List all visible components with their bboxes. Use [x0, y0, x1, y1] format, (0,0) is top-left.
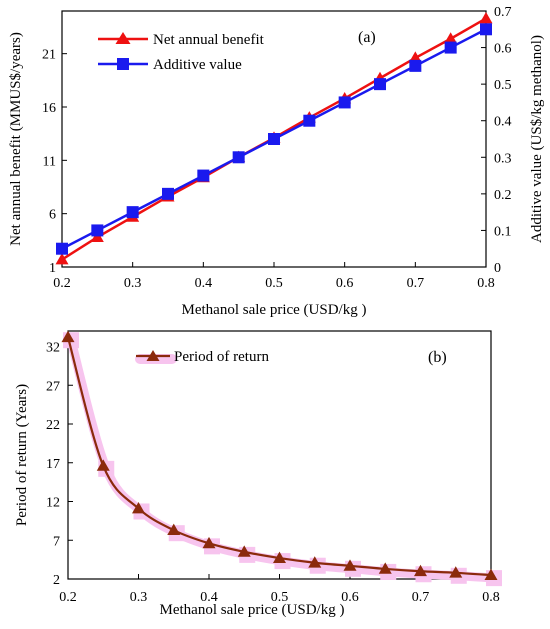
series-line-period-of-return [66, 336, 492, 577]
y-tick-label-a: 21 [42, 48, 56, 63]
data-point-additive-value [409, 59, 422, 72]
x-tick-label-b: 0.6 [341, 590, 359, 605]
y2-tick-label-a: 0.3 [494, 151, 512, 166]
x-tick-label-a: 0.4 [195, 276, 213, 291]
legend-triangle-marker [146, 350, 160, 361]
data-point-additive-value [232, 151, 245, 164]
x-axis-title-a: Methanol sale price (USD/kg ) [182, 302, 367, 318]
legend-label-period-of-return: Period of return [174, 349, 269, 365]
y-tick-label-b: 2 [53, 573, 60, 588]
x-tick-label-b: 0.5 [271, 590, 289, 605]
legend-square-marker [117, 58, 129, 70]
x-tick-label-a: 0.6 [336, 276, 354, 291]
series-group-a [55, 11, 493, 265]
data-point-period-of-return [273, 551, 286, 563]
series-shadow [66, 335, 499, 583]
data-point-additive-value [162, 187, 174, 200]
x-tick-label-a: 0.2 [53, 276, 71, 291]
data-point-net-annual-benefit [479, 11, 493, 24]
legend-label-net-annual-benefit: Net annual benefit [153, 32, 265, 48]
data-point-net-annual-benefit [444, 32, 458, 44]
data-point-additive-value [480, 23, 492, 36]
panel-label-a: (a) [358, 29, 376, 46]
y-tick-label-b: 22 [46, 418, 60, 433]
x-tick-label-b: 0.3 [130, 590, 148, 605]
data-point-additive-value [374, 78, 386, 91]
x-axis-title-b: Methanol sale price (USD/kg ) [160, 602, 345, 618]
data-point-period-of-return [343, 559, 357, 571]
y2-tick-label-a: 0.5 [494, 78, 512, 93]
data-point-additive-value [444, 41, 457, 54]
y2-tick-label-a: 0.2 [494, 188, 512, 203]
legend-triangle-marker [115, 32, 131, 44]
x-axis-b: 0.2 0.3 0.4 0.5 0.6 0.7 0.8 [59, 574, 500, 605]
y-axis-title-right-a: Additive value (US$/kg methanol) [529, 35, 545, 243]
y-tick-label-b: 7 [53, 534, 60, 549]
y-tick-label-a: 6 [49, 208, 56, 223]
data-point-period-of-return [61, 330, 75, 343]
data-point-period-of-return [484, 568, 498, 580]
y-tick-label-b: 12 [46, 496, 60, 511]
plot-area-b [67, 330, 492, 580]
series-group-b [61, 330, 502, 587]
panel-label-b: (b) [428, 349, 447, 366]
y2-tick-label-a: 0.1 [494, 224, 512, 239]
data-point-period-of-return [132, 501, 145, 514]
y2-tick-label-a: 0.6 [494, 42, 512, 57]
data-point-period-of-return [308, 556, 322, 568]
y2-tick-label-a: 0.7 [494, 5, 512, 20]
x-tick-label-a: 0.7 [407, 276, 425, 291]
data-point-additive-value [91, 224, 104, 237]
y-tick-label-b: 17 [46, 457, 60, 472]
legend-b: Period of return [135, 349, 269, 365]
data-point-additive-value [56, 242, 68, 255]
y-axis-title-left-a: Net annual benefit (MMUS$/years) [8, 32, 24, 246]
y2-tick-label-a: 0.4 [494, 115, 512, 130]
y-tick-label-b: 27 [46, 379, 60, 394]
x-tick-label-a: 0.5 [265, 276, 283, 291]
x-tick-label-b: 0.7 [412, 590, 430, 605]
y-tick-label-b: 32 [46, 341, 60, 356]
legend-label-additive-value: Additive value [153, 57, 242, 73]
data-point-additive-value [338, 96, 351, 109]
x-tick-label-b: 0.2 [59, 590, 77, 605]
data-point-period-of-return [237, 545, 251, 557]
legend-a: Net annual benefit Additive value [98, 32, 265, 73]
data-point-period-of-return [414, 564, 427, 577]
data-point-period-of-return [167, 523, 181, 536]
y-tick-label-a: 16 [42, 101, 56, 116]
data-point-additive-value [197, 169, 210, 182]
x-tick-label-a: 0.3 [124, 276, 142, 291]
data-point-period-of-return [96, 459, 110, 471]
x-tick-label-b: 0.4 [200, 590, 218, 605]
data-point-additive-value [268, 133, 280, 145]
data-point-period-of-return [449, 566, 463, 578]
data-point-net-annual-benefit [55, 253, 69, 265]
data-point-period-of-return [378, 562, 392, 574]
x-axis-a: 0.2 0.3 0.4 0.5 0.6 0.7 0.8 [53, 262, 495, 291]
x-tick-label-b: 0.8 [482, 590, 500, 605]
data-point-period-of-return [202, 536, 216, 549]
data-point-additive-value [303, 114, 316, 127]
y-tick-label-a: 11 [43, 154, 56, 169]
y-tick-label-a: 1 [49, 261, 56, 276]
x-tick-label-a: 0.8 [477, 276, 495, 291]
y-axis-title-b: Period of return (Years) [14, 384, 30, 526]
y2-tick-label-a: 0 [494, 261, 501, 276]
data-point-additive-value [126, 206, 139, 219]
y-axis-right-a: 0 0.1 0.2 0.3 0.4 0.5 0.6 0.7 [481, 5, 512, 276]
